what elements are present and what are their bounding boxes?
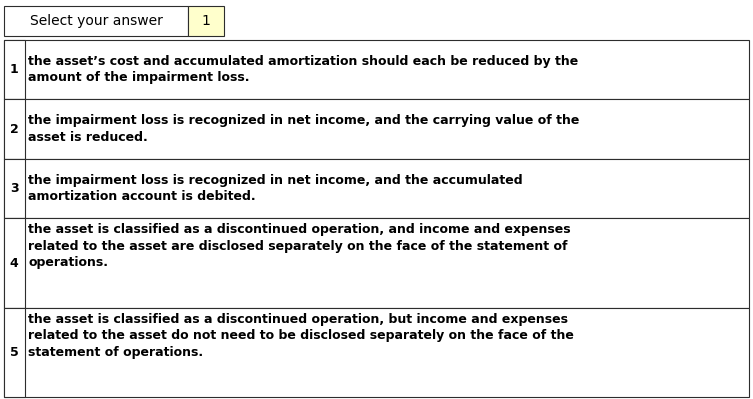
Text: Select your answer: Select your answer xyxy=(29,14,163,28)
Text: 1: 1 xyxy=(202,14,210,28)
Text: 5: 5 xyxy=(10,346,19,359)
Bar xyxy=(4,40,749,99)
Bar xyxy=(188,6,224,36)
Text: the asset is classified as a discontinued operation, but income and expenses
rel: the asset is classified as a discontinue… xyxy=(29,312,575,359)
Text: the impairment loss is recognized in net income, and the carrying value of the
a: the impairment loss is recognized in net… xyxy=(29,115,580,144)
Bar xyxy=(4,99,25,159)
Bar xyxy=(4,40,25,99)
Bar xyxy=(4,6,188,36)
Text: the asset’s cost and accumulated amortization should each be reduced by the
amou: the asset’s cost and accumulated amortiz… xyxy=(29,55,578,85)
Text: 2: 2 xyxy=(10,122,19,136)
Text: 3: 3 xyxy=(10,182,19,195)
Bar xyxy=(4,219,749,308)
Text: 1: 1 xyxy=(10,63,19,76)
Bar xyxy=(4,219,25,308)
Bar xyxy=(4,99,749,159)
Bar xyxy=(4,308,25,397)
Bar xyxy=(4,159,25,219)
Text: 4: 4 xyxy=(10,257,19,270)
Bar xyxy=(4,159,749,219)
Bar xyxy=(4,308,749,397)
Text: the impairment loss is recognized in net income, and the accumulated
amortizatio: the impairment loss is recognized in net… xyxy=(29,174,523,203)
Text: the asset is classified as a discontinued operation, and income and expenses
rel: the asset is classified as a discontinue… xyxy=(29,223,571,269)
